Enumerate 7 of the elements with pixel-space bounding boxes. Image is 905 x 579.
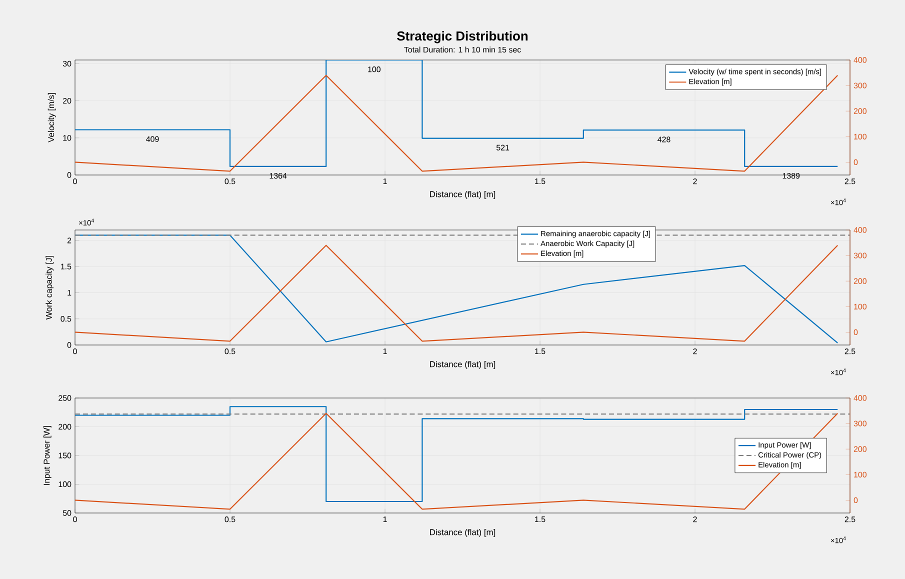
chart-title: Strategic Distribution <box>397 31 528 44</box>
x-axis-title: Distance (flat) [m] <box>430 190 496 199</box>
y-axis-title: Velocity [m/s] <box>48 93 56 142</box>
x-axis-title: Distance (flat) [m] <box>430 360 496 369</box>
x-axis-title: Distance (flat) [m] <box>430 528 496 537</box>
y-axis-title: Work capacity [J] <box>46 256 54 320</box>
y-axis-title: Input Power [W] <box>43 426 52 485</box>
